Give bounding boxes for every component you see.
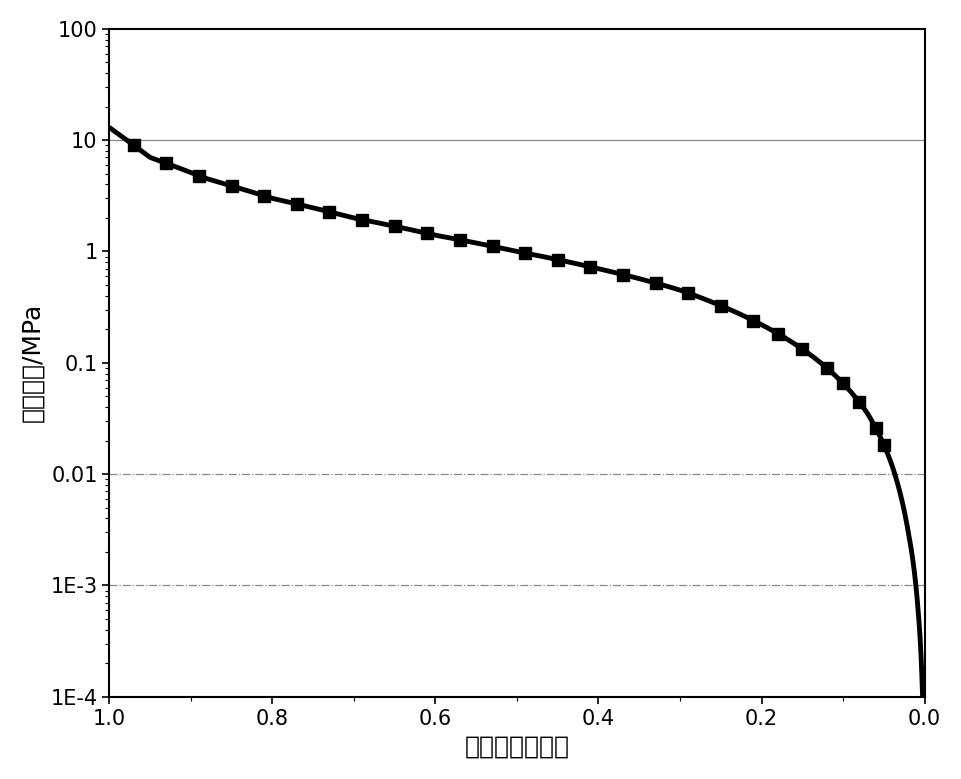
Y-axis label: 毛管压力/MPa: 毛管压力/MPa: [21, 303, 45, 422]
X-axis label: 进水累积饱和度: 进水累积饱和度: [464, 734, 569, 758]
